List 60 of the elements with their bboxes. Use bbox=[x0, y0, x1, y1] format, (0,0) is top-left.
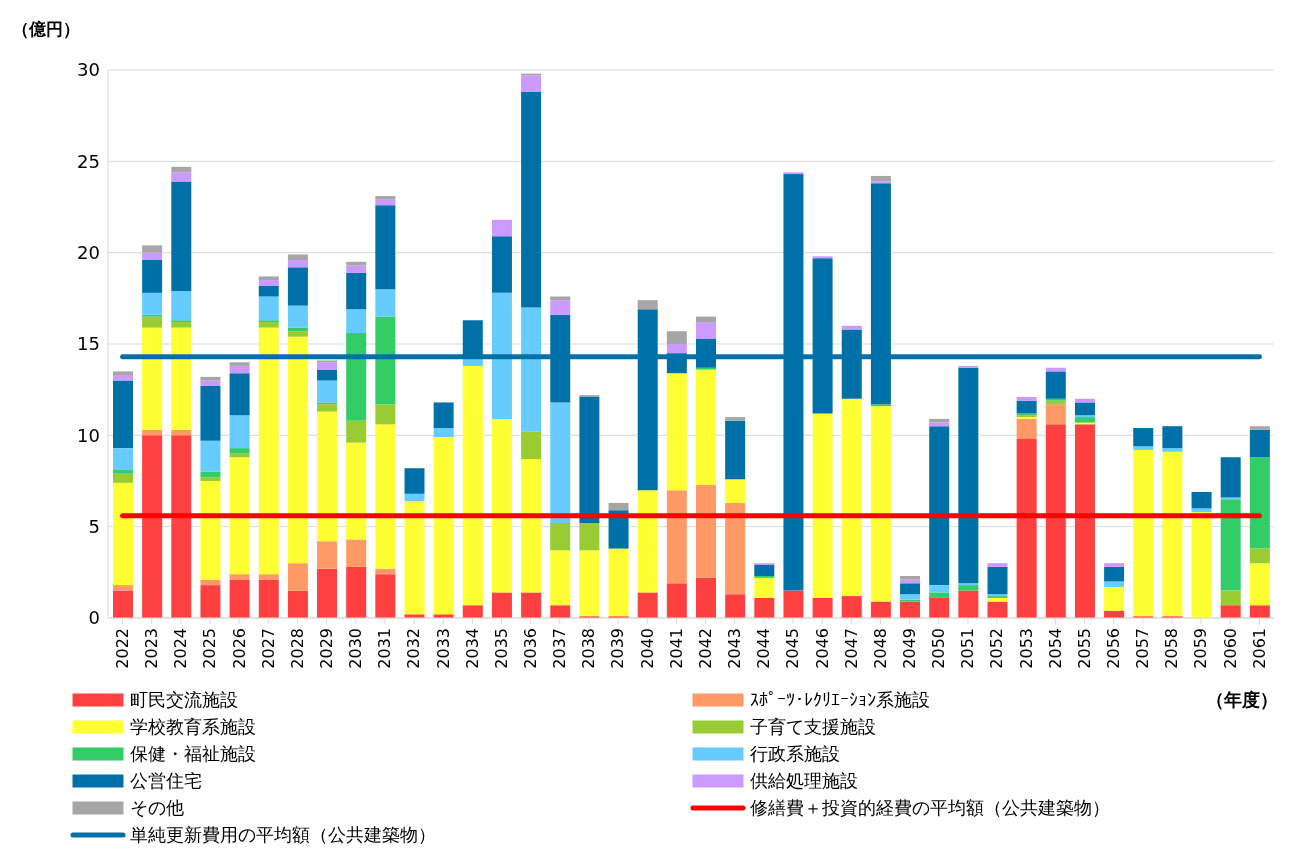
x-tick-label: 2052 bbox=[987, 628, 1007, 669]
legend-label: 行政系施設 bbox=[750, 742, 840, 766]
x-tick-label: 2040 bbox=[637, 628, 657, 669]
x-tick-label: 2046 bbox=[812, 628, 832, 669]
x-tick-label: 2029 bbox=[316, 628, 336, 669]
x-tick-label: 2035 bbox=[491, 628, 511, 669]
legend-label: 保健・福祉施設 bbox=[130, 742, 256, 766]
x-tick-label: 2059 bbox=[1191, 628, 1211, 669]
y-axis-title: （億円） bbox=[12, 18, 80, 41]
legend-label: 公営住宅 bbox=[130, 769, 202, 793]
y-tick-label: 20 bbox=[77, 242, 100, 264]
x-tick-label: 2060 bbox=[1220, 628, 1240, 669]
x-tick-label: 2056 bbox=[1104, 628, 1124, 669]
legend-label: 修繕費＋投資的経費の平均額（公共建築物） bbox=[750, 796, 1110, 820]
legend-label: 供給処理施設 bbox=[750, 769, 858, 793]
legend-label: 学校教育系施設 bbox=[130, 715, 256, 739]
x-tick-label: 2024 bbox=[171, 628, 191, 669]
x-tick-label: 2023 bbox=[142, 628, 162, 669]
x-tick-label: 2031 bbox=[375, 628, 395, 669]
x-tick-label: 2039 bbox=[608, 628, 628, 669]
x-tick-label: 2043 bbox=[725, 628, 745, 669]
x-tick-label: 2049 bbox=[899, 628, 919, 669]
x-tick-label: 2038 bbox=[579, 628, 599, 669]
legend-label: ｽﾎﾟｰﾂ･ﾚｸﾘｴｰｼｮﾝ系施設 bbox=[750, 688, 930, 712]
x-tick-label: 2057 bbox=[1133, 628, 1153, 669]
x-tick-label: 2050 bbox=[929, 628, 949, 669]
y-tick-label: 10 bbox=[77, 424, 100, 446]
x-tick-label: 2058 bbox=[1162, 628, 1182, 669]
x-tick-label: 2028 bbox=[287, 628, 307, 669]
x-tick-label: 2037 bbox=[550, 628, 570, 669]
x-tick-label: 2041 bbox=[666, 628, 686, 669]
x-tick-label: 2026 bbox=[229, 628, 249, 669]
legend-label: 子育て支援施設 bbox=[750, 715, 876, 739]
y-tick-label: 5 bbox=[88, 516, 100, 538]
x-tick-label: 2036 bbox=[521, 628, 541, 669]
y-tick-label: 0 bbox=[88, 607, 100, 629]
y-tick-label: 25 bbox=[77, 150, 100, 172]
x-tick-label: 2022 bbox=[112, 628, 132, 669]
y-tick-label: 30 bbox=[77, 59, 100, 81]
legend-label: その他 bbox=[130, 796, 184, 820]
x-tick-label: 2033 bbox=[433, 628, 453, 669]
legend-label: 町民交流施設 bbox=[130, 688, 238, 712]
x-tick-label: 2053 bbox=[1016, 628, 1036, 669]
x-tick-label: 2032 bbox=[404, 628, 424, 669]
x-tick-label: 2054 bbox=[1045, 628, 1065, 669]
x-axis-title: （年度） bbox=[1206, 688, 1278, 712]
y-tick-label: 15 bbox=[77, 333, 100, 355]
x-tick-label: 2030 bbox=[346, 628, 366, 669]
x-tick-label: 2061 bbox=[1249, 628, 1269, 669]
x-tick-label: 2025 bbox=[200, 628, 220, 669]
x-tick-label: 2045 bbox=[783, 628, 803, 669]
x-tick-label: 2027 bbox=[258, 628, 278, 669]
x-tick-label: 2034 bbox=[462, 628, 482, 669]
x-tick-label: 2042 bbox=[695, 628, 715, 669]
x-tick-label: 2051 bbox=[958, 628, 978, 669]
x-tick-label: 2044 bbox=[754, 628, 774, 669]
x-tick-label: 2048 bbox=[870, 628, 890, 669]
x-tick-label: 2047 bbox=[841, 628, 861, 669]
legend-label: 単純更新費用の平均額（公共建築物） bbox=[130, 823, 436, 847]
x-tick-label: 2055 bbox=[1074, 628, 1094, 669]
